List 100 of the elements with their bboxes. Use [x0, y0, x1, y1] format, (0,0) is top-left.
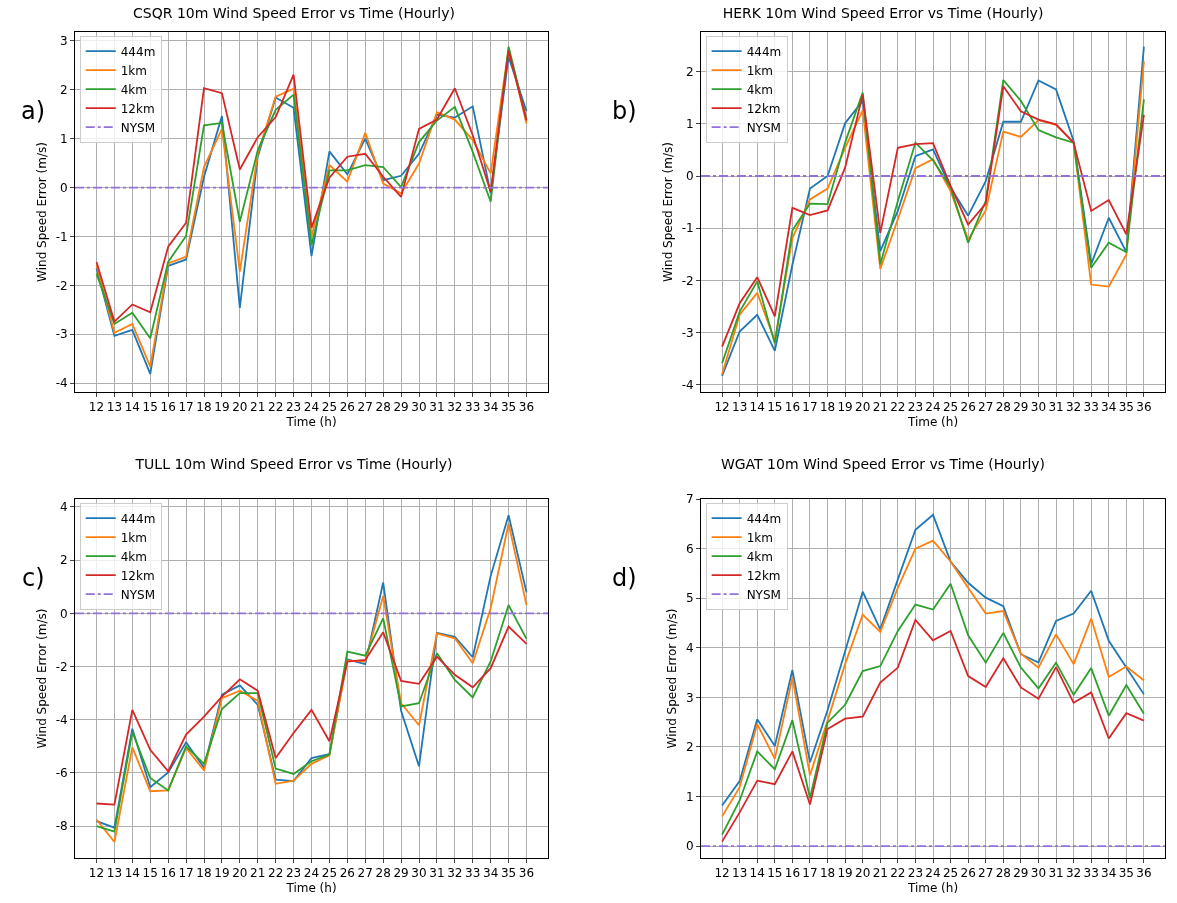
legend-label: 4km — [746, 82, 773, 97]
x-axis-title: Time (h) — [906, 415, 959, 430]
legend-label: 1km — [120, 63, 148, 78]
chart-title: TULL 10m Wind Speed Error vs Time (Hourly) — [134, 455, 453, 472]
x-tick-label: 28 — [995, 866, 1011, 881]
y-tick-label: -2 — [681, 273, 694, 288]
x-tick-label: 26 — [960, 866, 976, 881]
x-tick-label: 13 — [106, 866, 123, 881]
x-axis-title: Time (h) — [906, 881, 959, 896]
y-tick-label: -8 — [55, 819, 68, 834]
x-tick-label: 24 — [925, 400, 941, 415]
line-series — [721, 582, 1145, 836]
line-series — [95, 625, 528, 806]
y-tick-label: -2 — [55, 278, 68, 293]
x-tick-label: 12 — [714, 866, 730, 881]
x-tick-label: 21 — [872, 866, 888, 881]
x-tick-label: 23 — [285, 400, 302, 415]
legend-label: 444m — [120, 44, 156, 59]
x-tick-label: 35 — [500, 400, 517, 415]
x-tick-label: 29 — [393, 400, 409, 415]
x-tick-label: 29 — [1013, 400, 1029, 415]
y-tick-label: -4 — [681, 377, 694, 392]
x-tick-label: 23 — [907, 866, 924, 881]
x-tick-label: 16 — [784, 400, 801, 415]
x-tick-label: 14 — [749, 866, 765, 881]
legend-label: 1km — [746, 530, 773, 545]
x-tick-label: 13 — [732, 400, 748, 415]
y-tick-label: 6 — [685, 541, 694, 556]
y-tick-label: 3 — [685, 690, 694, 705]
text: b) — [612, 97, 637, 125]
x-tick-label: 34 — [1101, 400, 1117, 415]
x-tick-label: 18 — [196, 866, 212, 881]
x-tick-label: 29 — [1013, 866, 1029, 881]
y-axis-title: Wind Speed Error (m/s) — [34, 608, 49, 749]
x-tick-label: 26 — [960, 400, 976, 415]
text: d) — [612, 564, 637, 592]
chart-title: CSQR 10m Wind Speed Error vs Time (Hourly) — [133, 4, 455, 21]
x-tick-label: 15 — [142, 866, 158, 881]
x-tick-label: 27 — [357, 400, 373, 415]
x-tick-label: 30 — [1030, 400, 1047, 415]
y-tick-label: 5 — [685, 591, 694, 606]
y-tick-label: 2 — [685, 740, 694, 755]
legend-label: 12km — [746, 101, 781, 116]
x-tick-label: 18 — [819, 400, 836, 415]
x-tick-label: 33 — [465, 400, 481, 415]
y-tick-label: -1 — [681, 221, 694, 236]
x-tick-label: 27 — [357, 866, 373, 881]
legend-label: 1km — [746, 63, 773, 78]
x-tick-label: 25 — [321, 866, 338, 881]
x-tick-label: 16 — [160, 866, 176, 881]
x-tick-label: 19 — [837, 866, 853, 881]
y-tick-label: 4 — [685, 640, 694, 655]
chart-title: WGAT 10m Wind Speed Error vs Time (Hourly) — [720, 455, 1046, 472]
y-tick-label: 2 — [59, 553, 68, 568]
x-tick-label: 17 — [178, 866, 194, 881]
x-tick-label: 19 — [837, 400, 853, 415]
x-tick-label: 15 — [767, 400, 783, 415]
y-axis-title: Wind Speed Error (m/s) — [665, 608, 680, 749]
x-tick-label: 21 — [250, 866, 266, 881]
x-tick-label: 20 — [855, 400, 871, 415]
x-tick-label: 18 — [819, 866, 836, 881]
x-tick-label: 16 — [160, 400, 176, 415]
x-tick-label: 12 — [88, 866, 105, 881]
y-tick-label: 7 — [685, 492, 694, 507]
x-tick-label: 22 — [890, 400, 906, 415]
y-tick-label: 1 — [685, 789, 694, 804]
y-tick-label: -1 — [55, 229, 68, 244]
x-tick-label: 29 — [393, 866, 409, 881]
x-tick-label: 32 — [1065, 400, 1082, 415]
x-tick-label: 23 — [907, 400, 924, 415]
x-tick-label: 12 — [714, 400, 730, 415]
legend-label: 12km — [120, 101, 155, 116]
legend-label: 4km — [120, 82, 148, 97]
y-axis-title: Wind Speed Error (m/s) — [660, 142, 675, 282]
x-tick-label: 21 — [250, 400, 266, 415]
x-tick-label: 24 — [303, 400, 320, 415]
x-tick-label: 33 — [1083, 400, 1099, 415]
x-axis-title: Time (h) — [285, 881, 337, 896]
x-tick-label: 22 — [268, 400, 284, 415]
x-tick-label: 25 — [321, 400, 338, 415]
y-tick-label: 1 — [685, 117, 694, 132]
y-tick-label: 0 — [59, 606, 68, 621]
x-tick-label: 14 — [124, 866, 140, 881]
x-tick-label: 32 — [1065, 866, 1082, 881]
legend-label: 12km — [120, 568, 155, 583]
y-tick-label: -3 — [55, 327, 68, 342]
text: c) — [22, 564, 45, 592]
y-tick-label: 0 — [685, 839, 694, 854]
x-tick-label: 31 — [429, 400, 445, 415]
x-tick-label: 18 — [196, 400, 212, 415]
y-tick-label: 1 — [59, 131, 68, 146]
x-tick-label: 31 — [429, 866, 445, 881]
x-tick-label: 19 — [214, 866, 230, 881]
line-series — [95, 604, 528, 833]
y-axis-title: Wind Speed Error (m/s) — [34, 142, 49, 282]
x-tick-label: 25 — [942, 400, 959, 415]
line-series — [721, 619, 1145, 843]
x-tick-label: 22 — [890, 866, 906, 881]
legend-label: 444m — [746, 511, 782, 526]
x-tick-label: 26 — [339, 866, 355, 881]
